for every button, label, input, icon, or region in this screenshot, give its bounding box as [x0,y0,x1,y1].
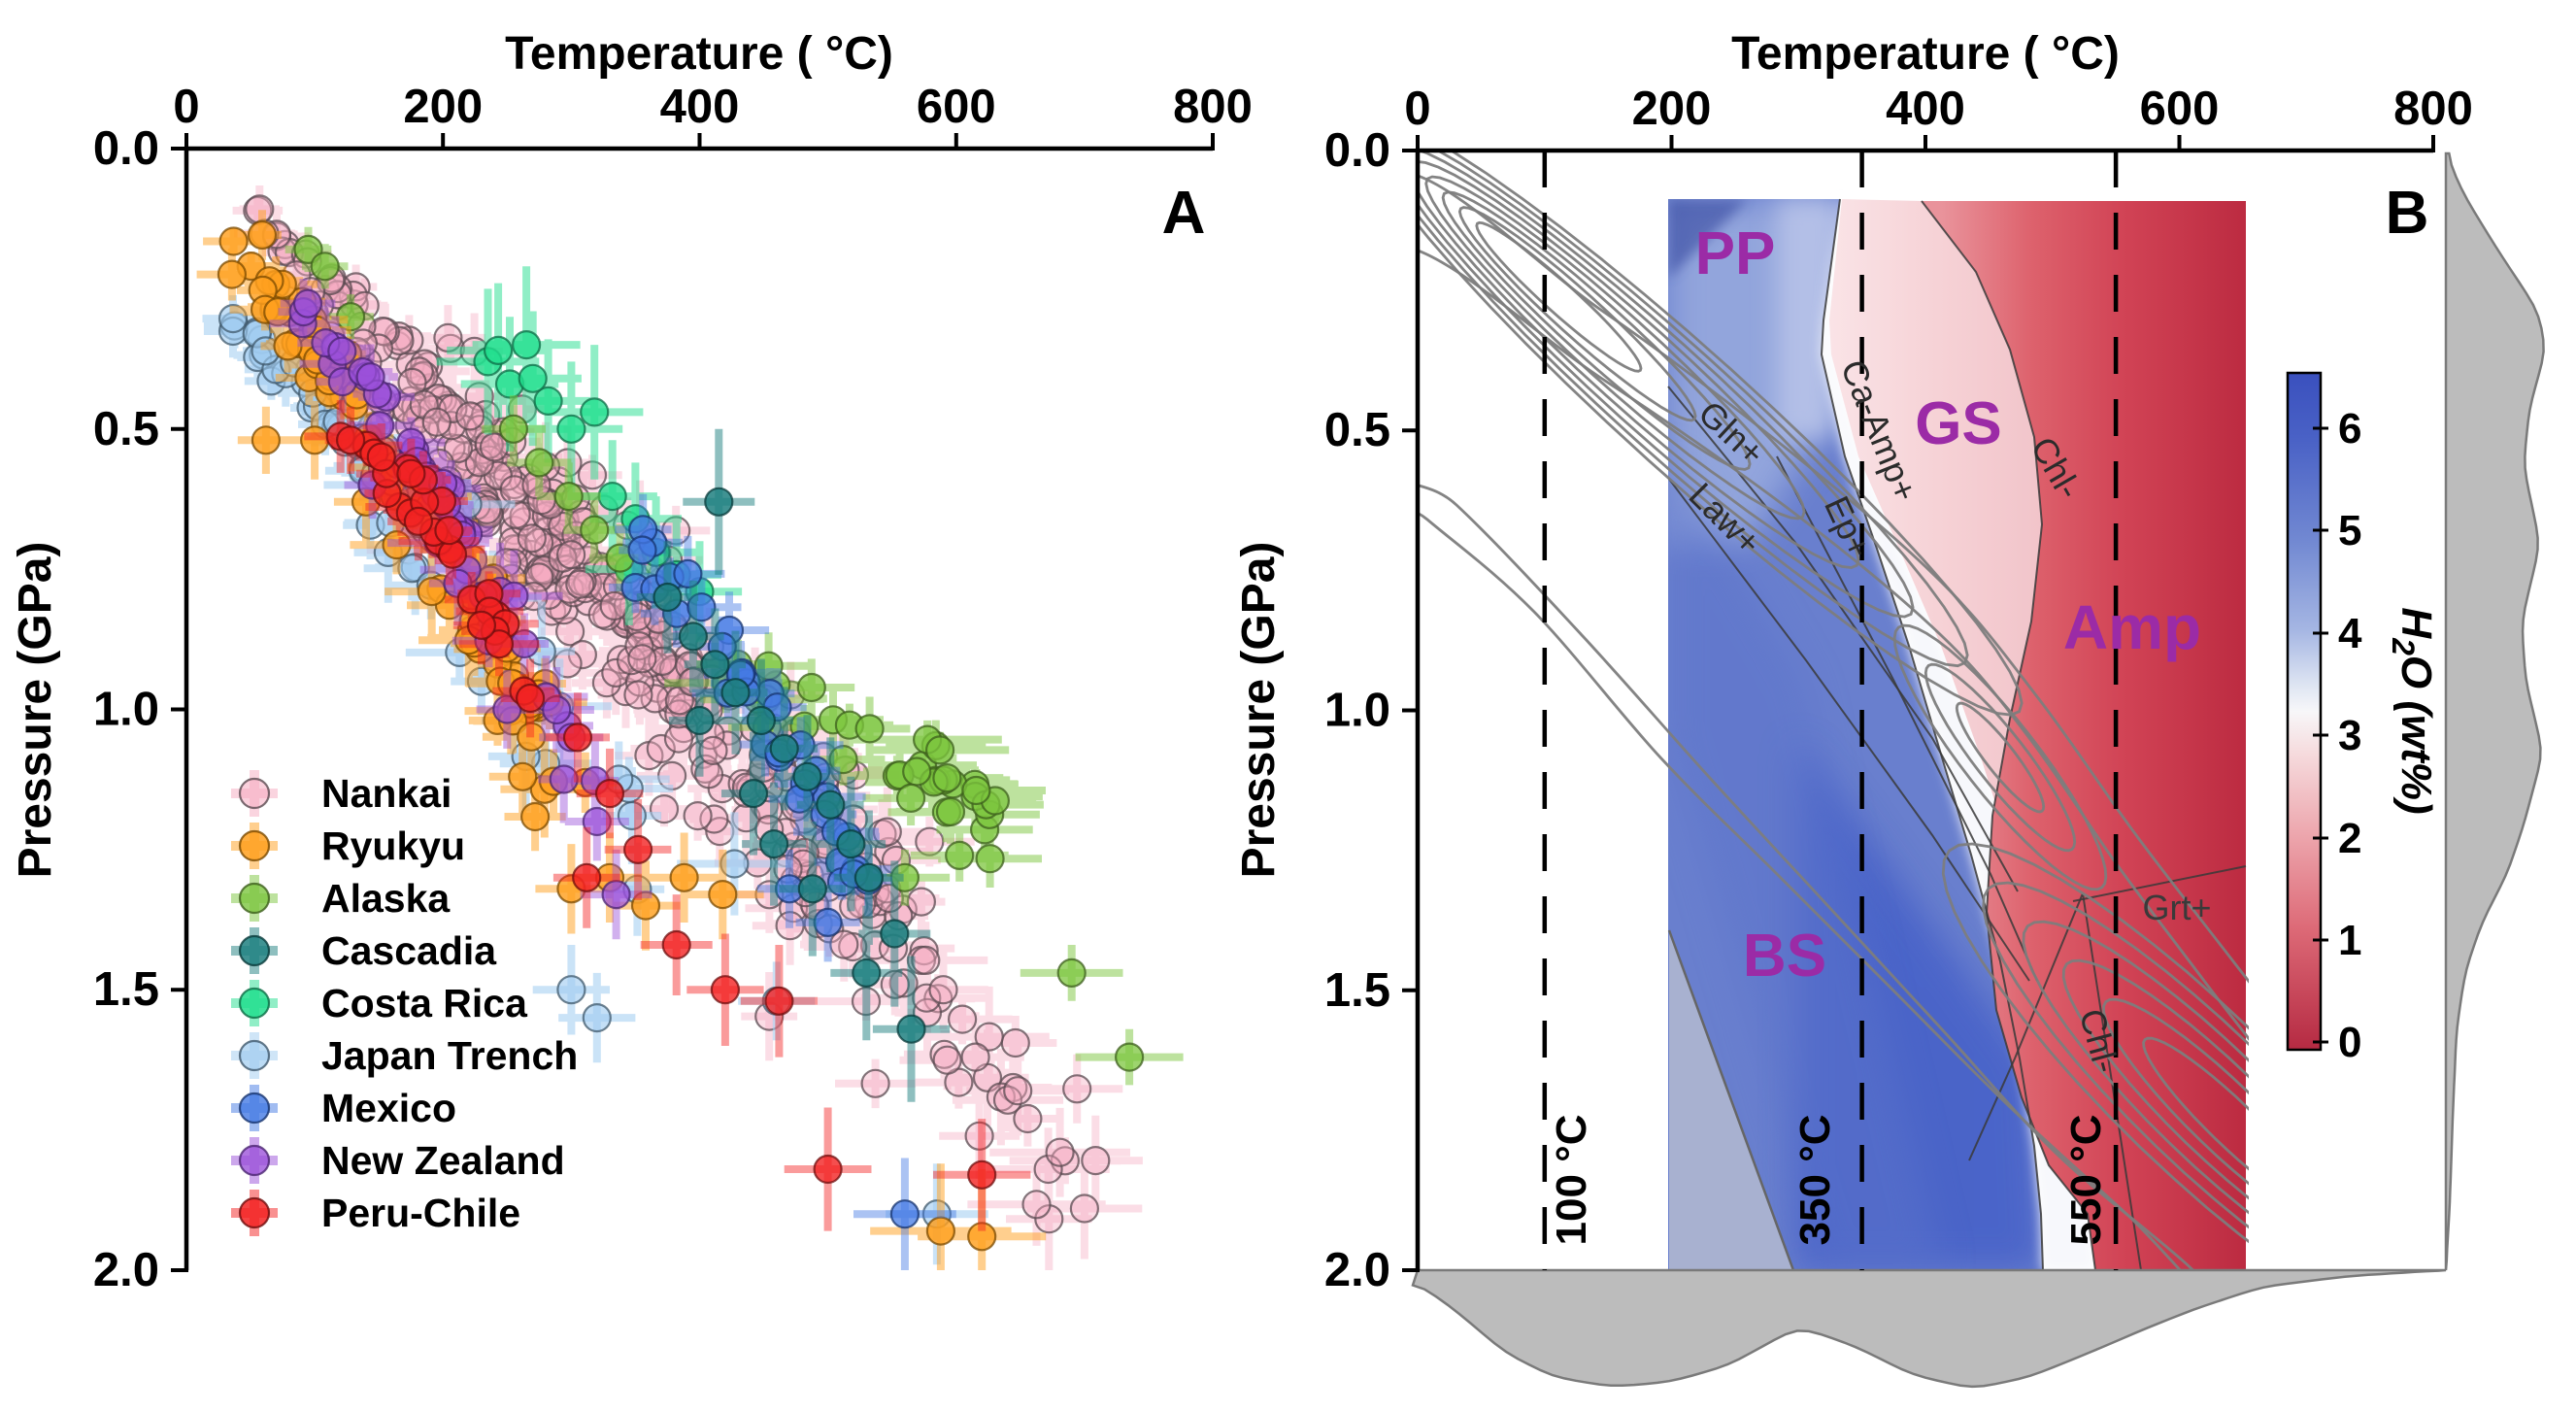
svg-text:Mexico: Mexico [321,1086,456,1130]
svg-text:Cascadia: Cascadia [321,928,497,973]
svg-text:0.5: 0.5 [93,403,159,455]
svg-text:0.5: 0.5 [1324,404,1390,456]
svg-text:Alaska: Alaska [321,876,451,921]
svg-text:Temperature ( °C): Temperature ( °C) [1731,28,2120,80]
svg-text:2: 2 [2338,815,2361,862]
svg-text:BS: BS [1743,923,1826,990]
svg-text:6: 6 [2338,405,2361,453]
svg-text:1.5: 1.5 [1324,964,1390,1017]
svg-text:0.0: 0.0 [93,122,159,175]
svg-text:Amp: Amp [2063,592,2201,662]
svg-text:1.0: 1.0 [93,684,159,736]
svg-text:4: 4 [2338,610,2362,657]
svg-text:Pressure (GPa): Pressure (GPa) [10,542,61,879]
svg-text:100 °C: 100 °C [1548,1114,1595,1245]
svg-text:Nankai: Nankai [321,771,452,816]
svg-text:2.0: 2.0 [93,1244,159,1296]
svg-text:Grt+: Grt+ [2142,888,2211,927]
svg-text:5: 5 [2338,507,2361,554]
svg-text:400: 400 [660,81,740,133]
svg-text:200: 200 [403,81,483,133]
svg-text:600: 600 [2140,83,2220,135]
svg-text:0.0: 0.0 [1324,124,1390,177]
svg-text:Peru-Chile: Peru-Chile [321,1191,520,1235]
svg-text:Costa Rica: Costa Rica [321,981,528,1025]
svg-text:Pressure (GPa): Pressure (GPa) [1233,542,1285,879]
svg-text:600: 600 [917,81,996,133]
svg-text:PP: PP [1695,220,1776,287]
svg-text:800: 800 [1173,81,1253,133]
svg-text:200: 200 [1632,83,1712,135]
svg-text:800: 800 [2393,83,2473,135]
svg-text:Ryukyu: Ryukyu [321,823,465,868]
svg-text:Japan Trench: Japan Trench [321,1033,578,1078]
svg-text:0: 0 [2338,1019,2361,1066]
svg-text:New Zealand: New Zealand [321,1138,565,1183]
svg-text:Temperature ( °C): Temperature ( °C) [505,28,893,80]
svg-text:1.0: 1.0 [1324,685,1390,737]
svg-text:0: 0 [1404,83,1430,135]
svg-text:2.0: 2.0 [1324,1244,1390,1296]
svg-text:0: 0 [173,81,199,133]
svg-text:1.5: 1.5 [93,963,159,1016]
svg-text:A: A [1162,180,1206,247]
svg-text:350 °C: 350 °C [1791,1114,1839,1245]
svg-text:GS: GS [1915,390,2002,457]
svg-text:400: 400 [1886,83,1965,135]
svg-text:550 °C: 550 °C [2062,1114,2110,1245]
svg-text:B: B [2386,180,2429,247]
svg-text:1: 1 [2338,917,2361,964]
svg-text:3: 3 [2338,712,2361,759]
